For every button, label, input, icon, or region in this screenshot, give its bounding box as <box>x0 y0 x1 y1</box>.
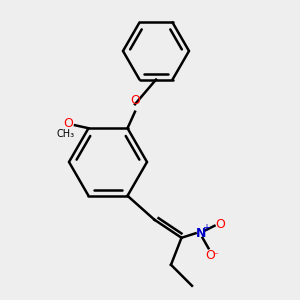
Text: O: O <box>130 94 140 107</box>
Text: CH₃: CH₃ <box>57 129 75 139</box>
Text: O: O <box>216 218 225 231</box>
Text: O: O <box>205 249 215 262</box>
Text: ⁻: ⁻ <box>212 251 218 261</box>
Text: N: N <box>196 227 206 240</box>
Text: O: O <box>63 117 73 130</box>
Text: +: + <box>202 223 210 233</box>
